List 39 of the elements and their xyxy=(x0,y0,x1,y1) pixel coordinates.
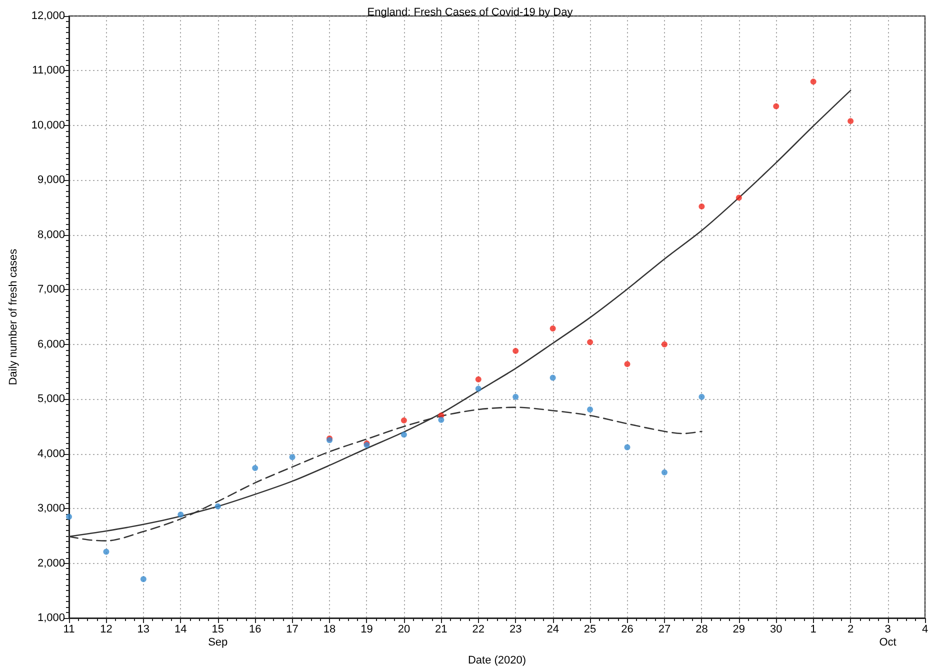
x-tick-label: 22 xyxy=(472,624,485,636)
x-tick-label: 20 xyxy=(398,624,410,636)
x-tick-label: 28 xyxy=(696,624,708,636)
x-tick-label: 27 xyxy=(658,624,671,636)
x-tick-label: 12 xyxy=(100,624,112,636)
x-tick-label: 16 xyxy=(248,624,262,636)
y-tick-label: 4,000 xyxy=(37,448,65,460)
x-tick-label: 19 xyxy=(360,624,373,636)
chart-title: England: Fresh Cases of Covid-19 by Day xyxy=(367,6,574,18)
x-tick-label: 18 xyxy=(323,624,336,636)
y-tick-label: 2,000 xyxy=(37,557,65,570)
x-tick-label: 26 xyxy=(621,624,634,636)
x-tick-label: 2 xyxy=(848,624,854,636)
x-tick-label: 17 xyxy=(286,624,298,636)
y-tick-label: 8,000 xyxy=(37,228,65,241)
y-tick-label: 12,000 xyxy=(31,10,65,22)
y-tick-label: 10,000 xyxy=(31,119,65,132)
y-tick-label: 6,000 xyxy=(37,338,65,350)
x-tick-label: 29 xyxy=(732,624,746,636)
x-tick-label: 30 xyxy=(770,624,782,636)
x-axis-title: Date (2020) xyxy=(468,654,526,666)
x-tick-label: 24 xyxy=(546,624,559,636)
x-tick-label: 11 xyxy=(63,624,75,636)
x-tick-label: 23 xyxy=(509,624,522,636)
y-tick-label: 3,000 xyxy=(37,502,65,515)
y-tick-label: 9,000 xyxy=(37,174,65,186)
x-tick-label: 13 xyxy=(137,624,150,636)
y-tick-label: 11,000 xyxy=(32,64,65,77)
y-axis-title: Daily number of fresh cases xyxy=(8,248,20,386)
x-tick-label: 3 Oct xyxy=(879,624,896,648)
x-tick-label: 15 Sep xyxy=(208,624,228,648)
x-tick-label: 21 xyxy=(435,624,448,636)
x-tick-label: 25 xyxy=(584,624,596,636)
y-tick-label: 1,000 xyxy=(37,612,65,624)
x-tick-label: 4 xyxy=(922,624,928,636)
y-tick-label: 5,000 xyxy=(37,393,65,406)
x-tick-label: 1 xyxy=(810,624,816,636)
x-tick-label: 14 xyxy=(174,624,187,636)
y-tick-label: 7,000 xyxy=(37,284,65,296)
